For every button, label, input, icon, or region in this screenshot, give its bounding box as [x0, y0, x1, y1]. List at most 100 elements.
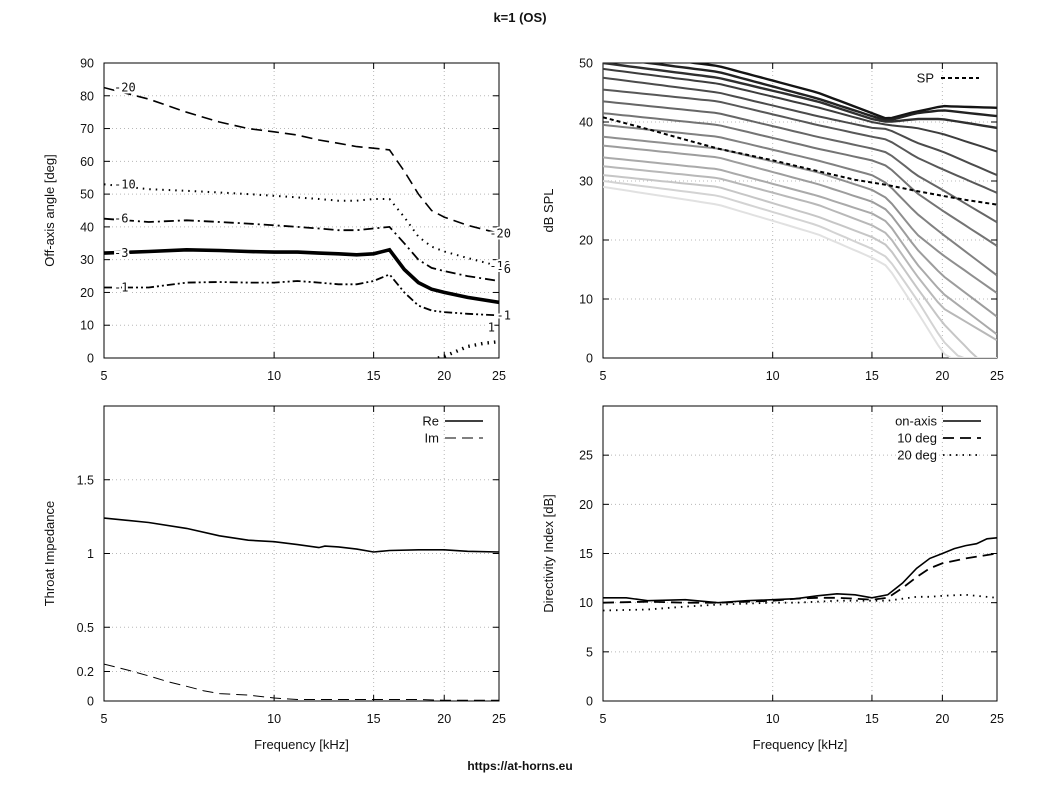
spl-curve	[603, 180, 997, 358]
directivity-xtick-label: 5	[600, 712, 607, 726]
contours-ytick-label: 90	[80, 57, 94, 71]
contour-label-end: 1	[488, 321, 495, 335]
spl-curve	[603, 88, 997, 194]
contours-xtick-label: 5	[101, 369, 108, 383]
spl-legend-label: SP	[917, 71, 934, 86]
contours-ytick-label: 10	[80, 319, 94, 333]
spl-ytick-label: 50	[579, 57, 593, 71]
contours-ytick-label: 0	[87, 352, 94, 366]
directivity-xtick-label: 20	[935, 712, 949, 726]
impedance-ytick-label: 1	[87, 547, 94, 561]
spl-curve	[603, 174, 997, 358]
spl-curve	[603, 76, 997, 177]
contours-frame	[103, 62, 500, 359]
directivity-ytick-label: 20	[579, 498, 593, 512]
impedance-xtick-label: 10	[267, 712, 281, 726]
impedance-xlabel: Frequency [kHz]	[254, 737, 349, 752]
spl-ytick-label: 0	[586, 352, 593, 366]
directivity-xtick-label: 25	[990, 712, 1004, 726]
spl-curve	[603, 165, 997, 342]
impedance-ytick-label: 0.5	[77, 621, 94, 635]
contours-ytick-label: 60	[80, 155, 94, 169]
contour-label-start: -1	[114, 281, 128, 295]
contours-series-line	[104, 217, 499, 282]
directivity-legend-label: 10 deg	[897, 431, 937, 446]
contours-xtick-label: 15	[367, 369, 381, 383]
impedance-xtick-label: 15	[367, 712, 381, 726]
spl-ytick-label: 10	[579, 293, 593, 307]
impedance-ytick-label: 0.2	[77, 665, 94, 679]
spl-curve	[603, 112, 997, 247]
contour-label-start: -3	[114, 246, 128, 260]
contours-xtick-label: 10	[267, 369, 281, 383]
contours-series-line	[104, 86, 499, 235]
contour-label-start: -10	[114, 177, 136, 191]
directivity-legend-label: 20 deg	[897, 448, 937, 463]
spl-curve	[685, 63, 997, 120]
directivity-legend-label: on-axis	[895, 414, 937, 429]
contours-xtick-label: 20	[437, 369, 451, 383]
spl-ytick-label: 40	[579, 116, 593, 130]
spl-xtick-label: 10	[766, 369, 780, 383]
contours-ytick-label: 50	[80, 188, 94, 202]
spl-curve	[603, 67, 997, 153]
contours-grid	[104, 62, 499, 358]
directivity-ytick-label: 10	[579, 596, 593, 610]
spl-ylabel: dB SPL	[541, 188, 556, 232]
contours-plot-area	[104, 86, 499, 358]
contour-label-end: -1	[497, 308, 511, 322]
contour-label-end: -20	[489, 226, 511, 240]
impedance-xtick-label: 20	[437, 712, 451, 726]
directivity-grid	[603, 406, 997, 701]
footer-url[interactable]: https://at-horns.eu	[467, 759, 572, 773]
contours-series-line	[437, 339, 499, 358]
spl-curve	[603, 156, 997, 336]
spl-sp-line	[603, 116, 997, 206]
contours-ylabel: Off-axis angle [deg]	[42, 154, 57, 267]
impedance-plot-area	[104, 517, 499, 701]
impedance-xtick-label: 25	[492, 712, 506, 726]
contour-label-end: -6	[497, 262, 511, 276]
contour-label-end: -10	[489, 259, 511, 273]
figure-title: k=1 (OS)	[493, 10, 546, 25]
directivity-ytick-label: 25	[579, 449, 593, 463]
directivity-ytick-label: 15	[579, 547, 593, 561]
spl-curve	[603, 144, 997, 318]
contours-ytick-label: 20	[80, 286, 94, 300]
spl-curve	[639, 63, 997, 122]
directivity-xtick-label: 10	[766, 712, 780, 726]
impedance-series-line	[104, 663, 499, 701]
plot-impedance: 5 10 15 20 25 0 0.2 0.5 1 1.5 Throat Impedance Freq…	[42, 405, 506, 752]
impedance-grid	[104, 406, 499, 701]
plot-spl: 5 10 15 20 25 0 10 20 30 40 50 dB SPL SP	[541, 57, 1004, 384]
impedance-xtick-label: 5	[101, 712, 108, 726]
impedance-ytick-label: 1.5	[77, 473, 94, 487]
impedance-ytick-label: 0	[87, 695, 94, 709]
spl-frame	[602, 62, 998, 359]
impedance-legend-label: Im	[425, 431, 439, 446]
directivity-plot-area	[603, 537, 997, 612]
directivity-series-line	[603, 552, 997, 604]
plot-contours: 5 10 15 20 25 0 10 20 30 40 50 60 70 80 90 Off-axis ang…	[42, 57, 513, 384]
directivity-frame	[602, 405, 998, 702]
spl-curve	[603, 63, 997, 130]
contours-ytick-label: 30	[80, 253, 94, 267]
contours-ytick-label: 80	[80, 89, 94, 103]
impedance-ylabel: Throat Impedance	[42, 501, 57, 607]
impedance-frame	[103, 405, 500, 702]
impedance-legend-label: Re	[422, 414, 439, 429]
spl-xtick-label: 20	[935, 369, 949, 383]
spl-curve	[603, 135, 997, 294]
directivity-ytick-label: 0	[586, 695, 593, 709]
directivity-ytick-label: 5	[586, 645, 593, 659]
contours-ytick-label: 70	[80, 122, 94, 136]
spl-plot-area	[603, 63, 997, 358]
contours-xtick-label: 25	[492, 369, 506, 383]
spl-xtick-label: 25	[990, 369, 1004, 383]
spl-xtick-label: 5	[600, 369, 607, 383]
spl-ytick-label: 20	[579, 234, 593, 248]
spl-xtick-label: 15	[865, 369, 879, 383]
